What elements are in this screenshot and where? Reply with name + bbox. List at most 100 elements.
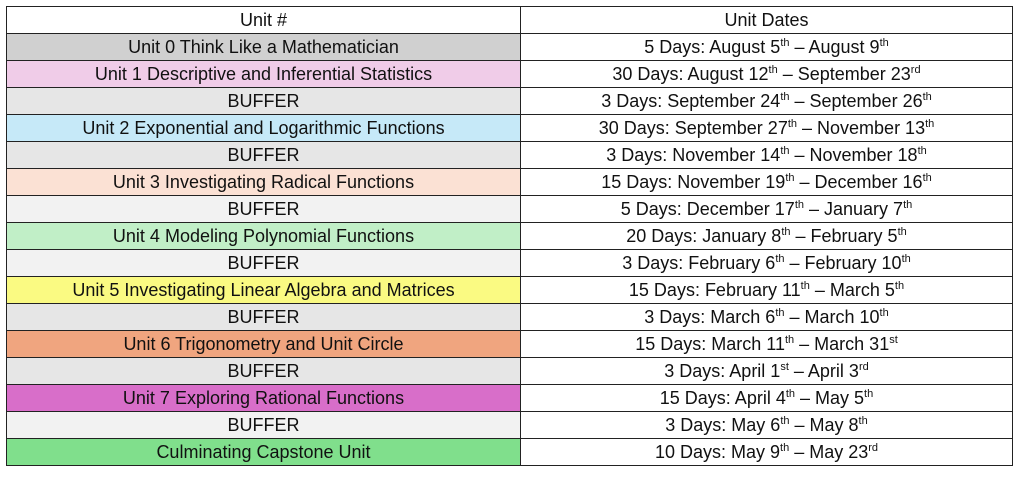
end-date: – May 5 bbox=[795, 388, 865, 408]
unit-cell: Unit 4 Modeling Polynomial Functions bbox=[6, 222, 521, 250]
unit-cell: BUFFER bbox=[6, 87, 521, 115]
end-date: – February 10 bbox=[784, 253, 902, 273]
dates-cell: 3 Days: February 6th – February 10th bbox=[520, 249, 1013, 277]
unit-cell: Unit 1 Descriptive and Inferential Stati… bbox=[6, 60, 521, 88]
dates-cell: 3 Days: September 24th – September 26th bbox=[520, 87, 1013, 115]
header-unit: Unit # bbox=[6, 6, 521, 34]
unit-cell: BUFFER bbox=[6, 195, 521, 223]
end-date: – May 23 bbox=[789, 442, 869, 462]
start-suffix: th bbox=[785, 388, 796, 400]
table-row: BUFFER 3 Days: September 24th – September… bbox=[6, 87, 1013, 115]
start-date: 3 Days: May 6 bbox=[665, 415, 781, 435]
start-suffix: th bbox=[787, 118, 798, 130]
end-suffix: th bbox=[894, 280, 905, 292]
start-suffix: th bbox=[780, 91, 790, 103]
start-date: 3 Days: September 24 bbox=[601, 91, 781, 111]
end-date: – September 26 bbox=[789, 91, 923, 111]
end-date: – January 7 bbox=[804, 199, 904, 219]
end-suffix: th bbox=[879, 307, 889, 319]
unit-cell: Culminating Capstone Unit bbox=[6, 438, 521, 466]
start-date: 5 Days: August 5 bbox=[644, 37, 781, 57]
dates-cell: 15 Days: March 11th – March 31st bbox=[520, 330, 1013, 358]
table-row: Unit 7 Exploring Rational Functions 15 Da… bbox=[6, 384, 1013, 412]
dates-cell: 30 Days: August 12th – September 23rd bbox=[520, 60, 1013, 88]
start-suffix: th bbox=[794, 199, 804, 211]
end-suffix: rd bbox=[858, 361, 869, 373]
table-row: BUFFER 3 Days: April 1st – April 3rd bbox=[6, 357, 1013, 385]
end-date: – March 10 bbox=[784, 307, 880, 327]
end-suffix: rd bbox=[910, 64, 921, 76]
end-suffix: th bbox=[901, 253, 911, 265]
start-date: 3 Days: November 14 bbox=[606, 145, 781, 165]
end-suffix: th bbox=[864, 388, 874, 400]
end-suffix: th bbox=[922, 91, 932, 103]
start-suffix: th bbox=[768, 64, 778, 76]
dates-cell: 30 Days: September 27th – November 13th bbox=[520, 114, 1013, 142]
unit-cell: BUFFER bbox=[6, 411, 521, 439]
end-suffix: th bbox=[879, 37, 889, 49]
start-suffix: th bbox=[784, 334, 795, 346]
start-date: 3 Days: February 6 bbox=[622, 253, 776, 273]
start-suffix: st bbox=[780, 361, 789, 373]
end-suffix: th bbox=[903, 199, 913, 211]
start-date: 20 Days: January 8 bbox=[626, 226, 782, 246]
unit-cell: Unit 0 Think Like a Mathematician bbox=[6, 33, 521, 61]
unit-cell: Unit 3 Investigating Radical Functions bbox=[6, 168, 521, 196]
unit-cell: Unit 6 Trigonometry and Unit Circle bbox=[6, 330, 521, 358]
end-date: – February 5 bbox=[790, 226, 898, 246]
dates-cell: 3 Days: March 6th – March 10th bbox=[520, 303, 1013, 331]
unit-cell: BUFFER bbox=[6, 303, 521, 331]
start-date: 3 Days: March 6 bbox=[644, 307, 776, 327]
unit-cell: Unit 2 Exponential and Logarithmic Funct… bbox=[6, 114, 521, 142]
table-row: BUFFER 5 Days: December 17th – January 7t… bbox=[6, 195, 1013, 223]
end-suffix: th bbox=[858, 415, 868, 427]
end-suffix: th bbox=[897, 226, 907, 238]
start-date: 15 Days: April 4 bbox=[659, 388, 786, 408]
start-date: 3 Days: April 1 bbox=[664, 361, 781, 381]
unit-cell: BUFFER bbox=[6, 357, 521, 385]
table-row: Culminating Capstone Unit 10 Days: May 9t… bbox=[6, 438, 1013, 466]
dates-cell: 3 Days: November 14th – November 18th bbox=[520, 141, 1013, 169]
start-date: 15 Days: March 11 bbox=[635, 334, 785, 354]
end-date: – November 18 bbox=[789, 145, 918, 165]
end-suffix: th bbox=[925, 118, 935, 130]
table-row: Unit 3 Investigating Radical Functions 15… bbox=[6, 168, 1013, 196]
end-date: – May 8 bbox=[789, 415, 859, 435]
start-date: 10 Days: May 9 bbox=[654, 442, 781, 462]
start-suffix: th bbox=[780, 442, 790, 454]
unit-cell: Unit 5 Investigating Linear Algebra and … bbox=[6, 276, 521, 304]
end-date: – November 13 bbox=[797, 118, 926, 138]
end-suffix: th bbox=[922, 172, 932, 184]
end-date: – August 9 bbox=[789, 37, 880, 57]
start-date: 5 Days: December 17 bbox=[620, 199, 795, 219]
unit-schedule-table: Unit # Unit Dates Unit 0 Think Like a Ma… bbox=[6, 6, 1013, 466]
end-date: – March 5 bbox=[809, 280, 895, 300]
end-suffix: th bbox=[917, 145, 927, 157]
start-date: 30 Days: August 12 bbox=[612, 64, 769, 84]
start-date: 15 Days: November 19 bbox=[601, 172, 786, 192]
start-date: 30 Days: September 27 bbox=[598, 118, 788, 138]
dates-cell: 3 Days: April 1st – April 3rd bbox=[520, 357, 1013, 385]
start-suffix: th bbox=[780, 145, 790, 157]
start-suffix: th bbox=[775, 253, 785, 265]
table-row: BUFFER 3 Days: May 6th – May 8th bbox=[6, 411, 1013, 439]
end-date: – December 16 bbox=[794, 172, 923, 192]
header-row: Unit # Unit Dates bbox=[6, 6, 1013, 34]
table-row: BUFFER 3 Days: March 6th – March 10th bbox=[6, 303, 1013, 331]
start-suffix: th bbox=[800, 280, 810, 292]
end-suffix: st bbox=[889, 334, 898, 346]
table-row: Unit 6 Trigonometry and Unit Circle 15 Da… bbox=[6, 330, 1013, 358]
end-date: – April 3 bbox=[788, 361, 859, 381]
start-suffix: th bbox=[780, 37, 790, 49]
dates-cell: 15 Days: February 11th – March 5th bbox=[520, 276, 1013, 304]
unit-cell: BUFFER bbox=[6, 249, 521, 277]
start-date: 15 Days: February 11 bbox=[628, 280, 801, 300]
start-suffix: th bbox=[780, 415, 790, 427]
table-row: Unit 1 Descriptive and Inferential Stati… bbox=[6, 60, 1013, 88]
start-suffix: th bbox=[775, 307, 785, 319]
header-dates: Unit Dates bbox=[520, 6, 1013, 34]
start-suffix: th bbox=[781, 226, 791, 238]
end-date: – September 23 bbox=[777, 64, 911, 84]
dates-cell: 10 Days: May 9th – May 23rd bbox=[520, 438, 1013, 466]
table-row: Unit 2 Exponential and Logarithmic Funct… bbox=[6, 114, 1013, 142]
